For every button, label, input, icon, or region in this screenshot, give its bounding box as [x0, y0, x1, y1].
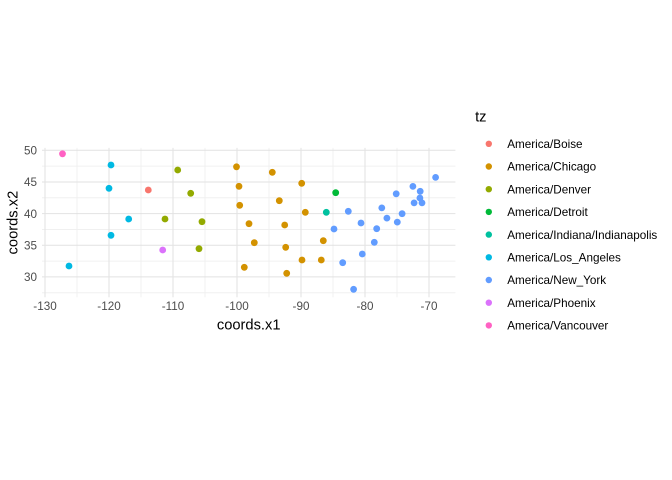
- svg-text:America/Indiana/Indianapolis: America/Indiana/Indianapolis: [507, 229, 657, 242]
- svg-text:-100: -100: [225, 300, 249, 313]
- svg-text:America/Denver: America/Denver: [507, 183, 591, 196]
- svg-text:coords.x1: coords.x1: [217, 318, 281, 334]
- svg-text:-130: -130: [33, 300, 57, 313]
- svg-text:-70: -70: [421, 300, 438, 313]
- svg-text:-110: -110: [162, 300, 185, 313]
- svg-text:America/New_York: America/New_York: [507, 274, 606, 287]
- svg-text:40: 40: [24, 208, 38, 221]
- svg-text:America/Phoenix: America/Phoenix: [507, 297, 596, 310]
- svg-text:-120: -120: [97, 300, 121, 313]
- svg-text:tz: tz: [475, 110, 486, 126]
- svg-text:35: 35: [24, 240, 38, 253]
- svg-text:America/Chicago: America/Chicago: [507, 161, 596, 174]
- svg-text:30: 30: [24, 271, 38, 284]
- svg-text:America/Boise: America/Boise: [507, 138, 582, 151]
- svg-text:coords.x2: coords.x2: [6, 191, 22, 255]
- svg-text:50: 50: [24, 145, 38, 158]
- svg-text:45: 45: [24, 176, 38, 189]
- svg-text:America/Los_Angeles: America/Los_Angeles: [507, 252, 621, 265]
- svg-text:-90: -90: [293, 300, 310, 313]
- svg-text:America/Detroit: America/Detroit: [507, 206, 588, 219]
- svg-text:America/Vancouver: America/Vancouver: [507, 320, 608, 333]
- svg-text:-80: -80: [357, 300, 374, 313]
